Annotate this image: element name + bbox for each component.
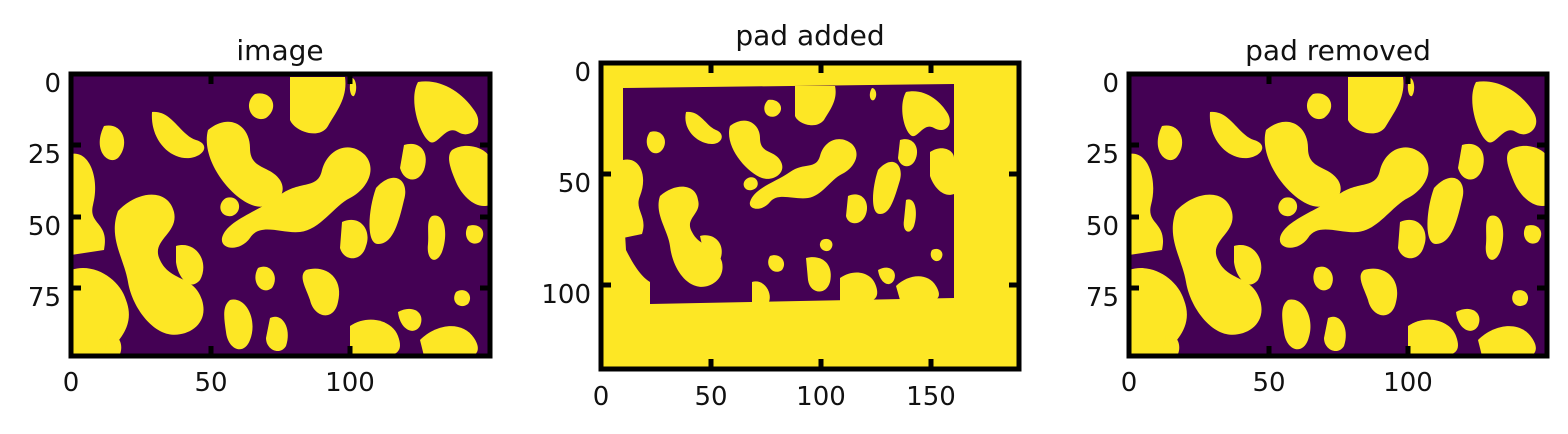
x-tick-label: 150 (906, 382, 956, 412)
x-tick-label: 100 (1383, 368, 1433, 398)
image-blobs (1129, 77, 1547, 356)
panel-pad-added: pad added (541, 19, 1022, 412)
y-tick-label: 25 (1086, 140, 1119, 170)
interior-blobs (623, 86, 954, 304)
x-tick-label: 50 (694, 382, 727, 412)
y-tick-label: 50 (558, 169, 591, 199)
x-axis: 0 50 100 150 (593, 63, 956, 412)
panel-image: image (28, 34, 493, 398)
x-tick-label: 0 (63, 368, 80, 398)
y-tick-label: 75 (28, 283, 61, 313)
image-blobs (71, 77, 490, 356)
y-tick-label: 75 (1086, 283, 1119, 313)
y-tick-label: 50 (28, 212, 61, 242)
x-tick-label: 0 (593, 382, 610, 412)
panel-title: pad added (735, 19, 884, 52)
x-axis: 0 50 100 (1121, 74, 1433, 398)
x-tick-label: 100 (796, 382, 846, 412)
y-tick-label: 0 (1102, 69, 1119, 99)
panel-title: pad removed (1245, 34, 1431, 67)
x-tick-label: 50 (1252, 368, 1285, 398)
x-tick-label: 50 (194, 368, 227, 398)
axes-frame (598, 60, 1022, 372)
y-axis: 0 50 100 (541, 58, 1019, 310)
x-tick-label: 100 (325, 368, 375, 398)
y-tick-label: 100 (541, 280, 591, 310)
panel-title: image (236, 34, 323, 67)
y-tick-label: 25 (28, 140, 61, 170)
y-axis: 0 25 50 75 (28, 69, 490, 313)
y-tick-label: 0 (574, 58, 591, 88)
x-axis: 0 50 100 (63, 74, 375, 398)
panel-pad-removed: pad removed (1086, 34, 1550, 398)
y-tick-label: 50 (1086, 212, 1119, 242)
y-tick-label: 0 (44, 69, 61, 99)
y-axis: 0 25 50 75 (1086, 69, 1547, 313)
x-tick-label: 0 (1121, 368, 1138, 398)
